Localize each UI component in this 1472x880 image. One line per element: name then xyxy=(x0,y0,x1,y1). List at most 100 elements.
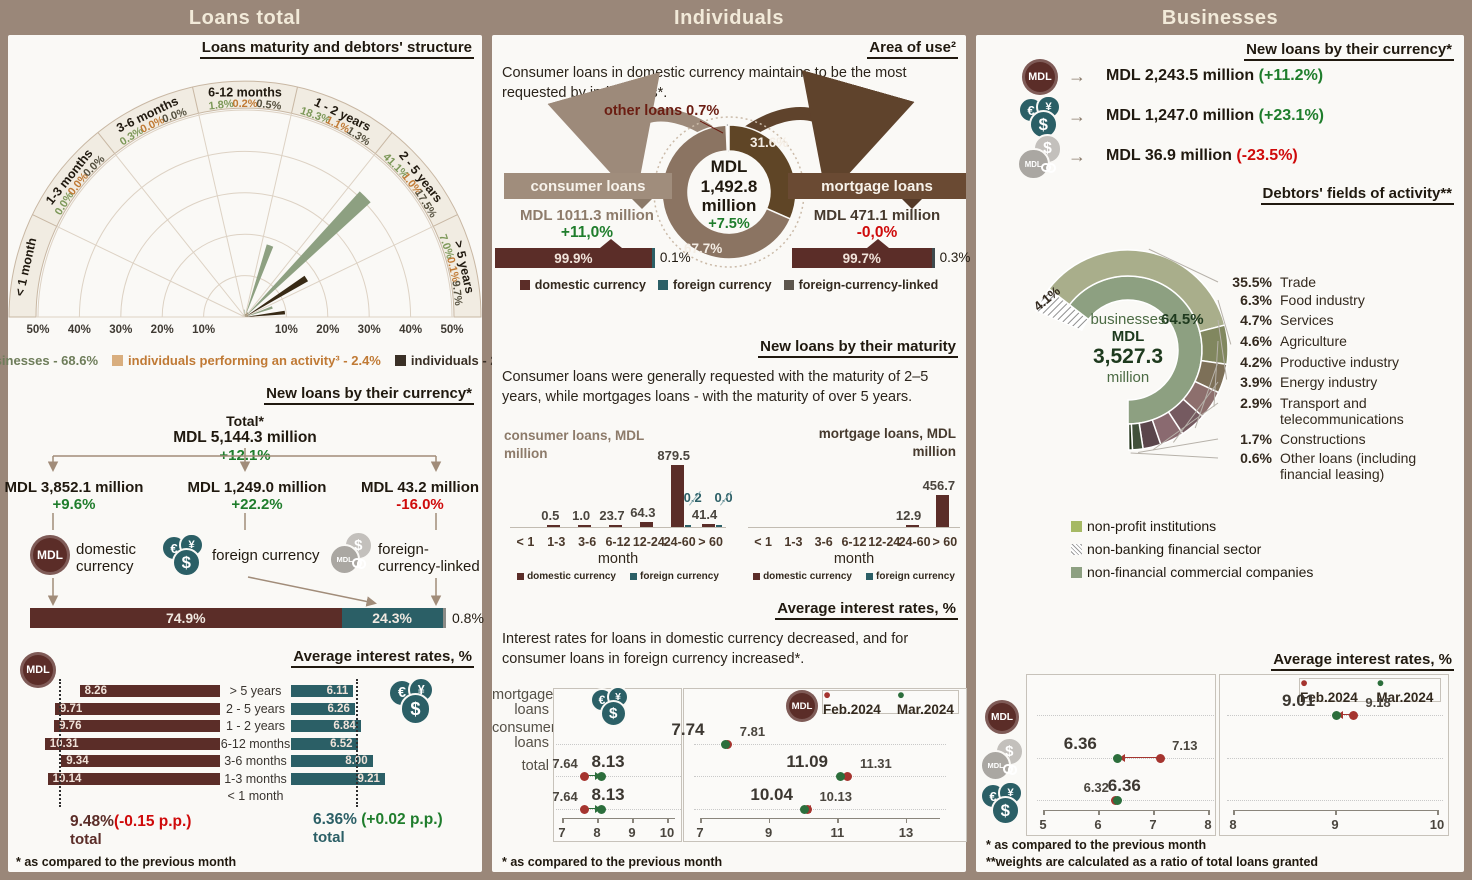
activity-pct-label: 0.6% xyxy=(1240,450,1272,466)
domestic-bar-value: 23.7 xyxy=(599,508,625,523)
foreign-currency-icon: € ¥ $ xyxy=(590,686,630,727)
biz-rates-dotplot: MDL $ MDL € ¥ $5 6 7 8 6.36 7.13 6.36 6.32 8 9 10 ● Feb… xyxy=(976,35,1464,872)
consumer-share-domestic: 99.9% xyxy=(495,248,652,268)
tornado-mdl-bar: 10.14 xyxy=(47,772,220,785)
fan-bar xyxy=(245,310,286,317)
label-leader-line xyxy=(1138,438,1219,453)
tree-total-amount: MDL 5,144.3 million xyxy=(173,429,317,446)
dot-axis-tick xyxy=(1153,810,1155,815)
biz-donut-center-text: businesses MDL 3,527.3 million xyxy=(1090,311,1166,386)
tornado-category-label: 6-12 months xyxy=(220,736,291,751)
fan-grid-ring xyxy=(161,233,329,318)
panel-businesses: New loans by their currency* MDL → MDL 2,2… xyxy=(976,35,1464,872)
biz-donut-legend-item: non-profit institutions xyxy=(1071,518,1411,534)
tree-total-label: Total* xyxy=(226,413,264,429)
area-donut-slice xyxy=(661,124,792,260)
dot-arrow-line xyxy=(584,808,602,809)
fan-label-band xyxy=(8,80,482,318)
bar-category-label: 24-60 xyxy=(898,535,931,549)
outer-activity-segment xyxy=(1127,423,1134,451)
domestic-bar xyxy=(701,524,715,527)
consumer-ribbon: consumer loans xyxy=(504,173,672,199)
dot-axis-label: 13 xyxy=(898,825,914,840)
dot-axis-label: 10 xyxy=(659,825,675,840)
branch-change: +9.6% xyxy=(52,496,96,513)
mar-value-label: 9.01 xyxy=(1282,691,1316,710)
fan-axis-tick: 50% xyxy=(26,324,49,336)
foreign-currency-linked-icon: $ MDL xyxy=(980,737,1024,782)
foreign-currency-icon: € ¥ $ xyxy=(161,533,205,578)
mar-dot xyxy=(1113,795,1123,805)
other-loans-leader xyxy=(699,120,724,134)
fan-band-separator xyxy=(97,132,116,154)
tornado-mdl-total: 9.48%(-0.15 p.p.) total xyxy=(70,813,192,848)
dot-axis-tick xyxy=(1233,810,1235,815)
domestic-bar xyxy=(639,522,653,527)
dot-axis-label: 7 xyxy=(1149,817,1157,832)
domestic-bar-value: 879.5 xyxy=(657,448,690,464)
bar-category-label: 12-24 xyxy=(632,535,665,549)
dot-axis-tick xyxy=(597,818,599,823)
area-legend-item: domestic currency xyxy=(519,278,646,292)
consumer-ribbon-tail xyxy=(632,199,652,209)
mdl-coin-icon: MDL xyxy=(20,652,56,688)
biz-currency-amount: MDL 1,247.0 million (+23.1%) xyxy=(1106,107,1325,124)
mdl-coin-icon: MDL xyxy=(786,690,818,722)
maturity-intro: Consumer loans were generally requested … xyxy=(502,369,929,405)
dot-axis-tick xyxy=(667,818,669,823)
feb-value-label: 10.13 xyxy=(819,789,852,804)
row-gridline xyxy=(556,776,681,777)
activity-name-label: Services xyxy=(1280,312,1334,328)
activity-name-label: Other loans (including financial leasing… xyxy=(1280,450,1417,482)
tree-branch: MDL 3,852.1 million +9.6% xyxy=(0,479,154,513)
bar-legend-item: domestic currency xyxy=(517,571,616,582)
column-header-loans-total: Loans total xyxy=(188,7,302,29)
fan-spoke xyxy=(244,113,292,318)
fan-bar xyxy=(245,191,371,317)
tornado-mdl-bar: 9.34 xyxy=(61,755,220,767)
fan-bar xyxy=(243,309,245,317)
fan-value-label: 0.5% xyxy=(256,98,282,113)
dot-axis-label: 10 xyxy=(1429,817,1445,832)
biz-currency-list: MDL → MDL 2,243.5 million (+11.2%) € ¥ $ → MDL … xyxy=(976,35,1464,185)
dot-axis xyxy=(700,818,940,819)
activity-name-label: Trade xyxy=(1280,274,1317,290)
branch-amount: MDL 3,852.1 million xyxy=(4,479,144,496)
title-avg-rates-left: Average interest rates, % xyxy=(291,648,474,668)
mar-dot xyxy=(835,771,845,781)
tree-total-block: Total* MDL 5,144.3 million +12.1% xyxy=(8,413,482,464)
label-leader-line xyxy=(1217,319,1228,380)
footnote-right-2: **weights are calculated as a ratio of t… xyxy=(986,855,1319,869)
legend-feb: ● Feb.2024 xyxy=(823,687,881,717)
mar-value-label: 8.13 xyxy=(591,785,625,804)
label-leader-line xyxy=(1130,452,1219,459)
consumer-amount: MDL 1011.3 million +11,0% xyxy=(520,207,654,241)
dot-axis-label: 8 xyxy=(593,825,601,840)
dot-axis-label: 7 xyxy=(696,825,704,840)
fan-axis-tick: 20% xyxy=(316,324,339,336)
mar-value-label: 6.36 xyxy=(1107,776,1141,795)
fan-spoke xyxy=(244,153,376,318)
fan-grid-ring xyxy=(203,275,287,318)
domestic-bar-value: 64.3 xyxy=(630,505,656,521)
dotplot-row-label: consumer loans xyxy=(492,720,556,751)
dot-legend-box: ● Feb.2024 ● Mar.2024 xyxy=(822,687,959,717)
dot-axis-label: 9 xyxy=(1331,817,1339,832)
tree-connector xyxy=(247,576,377,607)
dot-axis xyxy=(562,818,675,819)
fan-bar xyxy=(245,312,248,317)
foreign-bar-value: 0.0 xyxy=(714,490,733,505)
mortgage-share-foreign-label: 0.3% xyxy=(939,250,971,265)
dot-axis-tick xyxy=(837,818,839,823)
domestic-bar xyxy=(609,525,622,527)
panel-loans-total: Loans maturity and debtors' structure < … xyxy=(0,35,527,872)
row-gridline xyxy=(1037,758,1214,759)
dot-arrow-line xyxy=(584,775,602,776)
fan-axis-tick: 30% xyxy=(358,324,381,336)
currency-share-segment: 74.9% xyxy=(30,608,342,628)
fan-axis-tick: 10% xyxy=(192,324,215,336)
mar-value-label: 7.74 xyxy=(671,720,705,739)
bar-category-label: 3-6 xyxy=(814,535,833,549)
domestic-bar-value: 41.4 xyxy=(691,507,718,523)
